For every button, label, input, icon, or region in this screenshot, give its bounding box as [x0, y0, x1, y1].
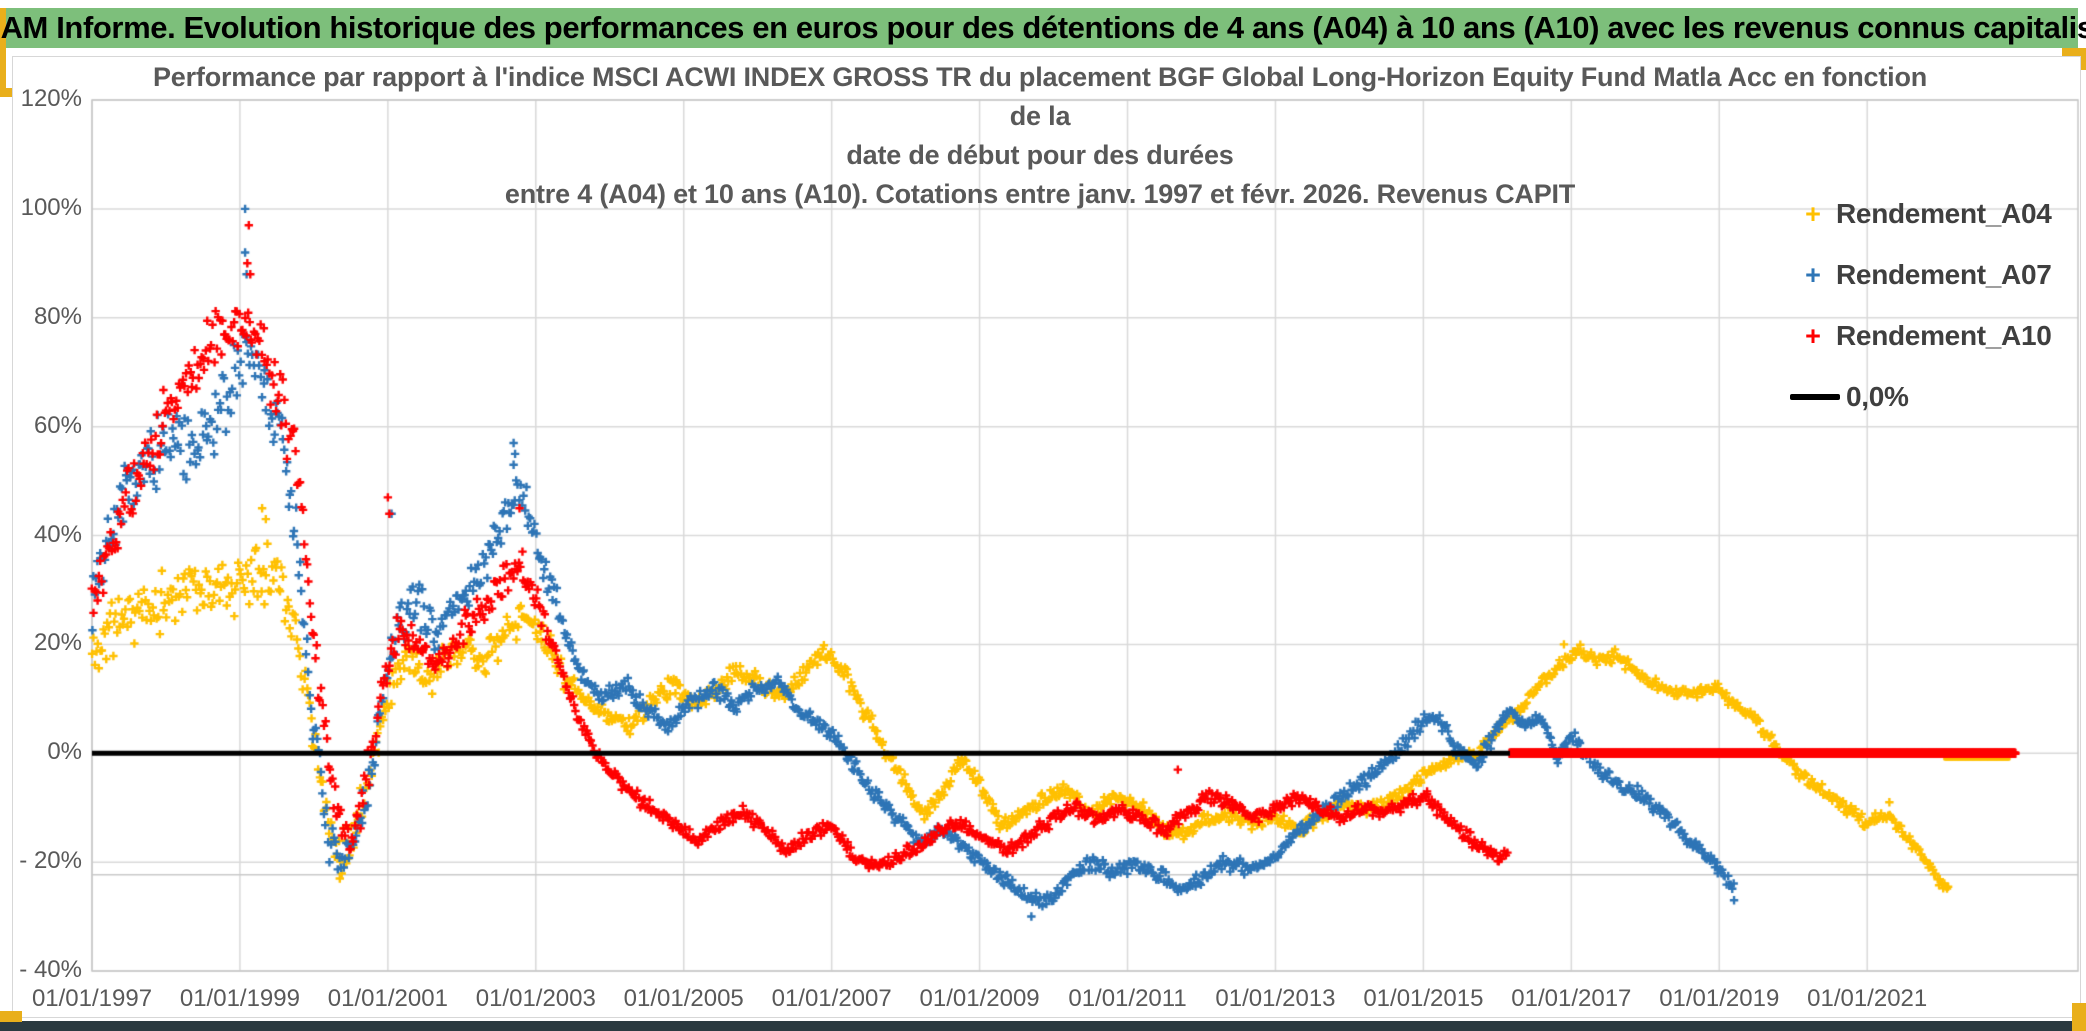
x-axis-label: 01/01/2015	[1363, 985, 1484, 1012]
y-axis-label: 0%	[47, 738, 82, 766]
legend-item-rendement-a07: + Rendement_A07	[1790, 255, 2052, 295]
y-axis-label: - 40%	[19, 956, 82, 983]
legend-label: Rendement_A04	[1836, 198, 2052, 229]
x-axis-label: 01/01/1997	[31, 985, 153, 1012]
chart-title-line-2: date de début pour des durées	[846, 140, 1234, 170]
legend-plus-marker: +	[1805, 259, 1821, 290]
legend-label: Rendement_A07	[1836, 259, 2052, 290]
y-axis-label: 100%	[20, 193, 82, 221]
x-axis-label: 01/01/2003	[475, 985, 596, 1012]
x-axis-label: 01/01/2001	[327, 985, 448, 1012]
x-axis-label: 01/01/1999	[179, 985, 300, 1012]
legend-item-0-0-: 0,0%	[1790, 377, 1909, 417]
legend-plus-marker: +	[1805, 198, 1821, 229]
y-axis-label: 20%	[33, 629, 82, 657]
x-axis-label: 01/01/2019	[1659, 985, 1780, 1012]
chart-title-line-3: entre 4 (A04) et 10 ans (A10). Cotations…	[504, 179, 1576, 209]
chart-title: Performance par rapport à l'indice MSCI …	[140, 58, 1940, 214]
x-axis-label: 01/01/2009	[919, 985, 1040, 1012]
legend-label: Rendement_A10	[1836, 320, 2052, 351]
accent-bottom-left	[0, 1011, 22, 1022]
legend-label: 0,0%	[1846, 381, 1909, 412]
x-axis-label: 01/01/2017	[1511, 985, 1632, 1012]
x-axis-label: 01/01/2021	[1807, 985, 1928, 1012]
legend-item-rendement-a10: + Rendement_A10	[1790, 316, 2052, 356]
legend-plus-marker: +	[1805, 320, 1821, 351]
y-axis-label: - 20%	[19, 847, 82, 875]
x-axis-label: 01/01/2007	[771, 985, 892, 1012]
legend-line-swatch	[1790, 394, 1840, 400]
y-axis-label: 80%	[33, 302, 82, 330]
x-axis-label: 01/01/2013	[1215, 985, 1336, 1012]
y-axis-label: 60%	[33, 411, 82, 439]
legend-item-rendement-a04: + Rendement_A04	[1790, 194, 2052, 234]
x-axis-label: 01/01/2005	[623, 985, 744, 1012]
bottom-bar	[0, 1021, 2086, 1031]
x-axis-label: 01/01/2011	[1068, 985, 1187, 1012]
y-axis-label: 120%	[20, 85, 82, 112]
accent-bottom-right	[2072, 1003, 2086, 1031]
y-axis-label: 40%	[33, 520, 82, 548]
chart-title-line-1: Performance par rapport à l'indice MSCI …	[152, 62, 1928, 131]
